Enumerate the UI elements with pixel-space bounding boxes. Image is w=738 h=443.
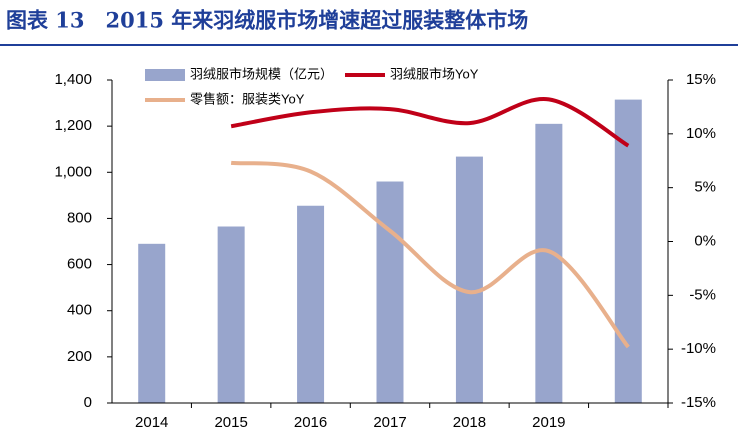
y-tick-label: 0 xyxy=(84,394,92,411)
legend-label: 零售额：服装类YoY xyxy=(190,91,305,106)
bar xyxy=(138,243,166,403)
y-tick-label: 800 xyxy=(67,209,92,226)
y-tick-label: 600 xyxy=(67,256,92,273)
y-tick-label: 200 xyxy=(67,348,92,365)
y2-tick-label: 0% xyxy=(694,232,716,249)
y-tick-label: 400 xyxy=(67,302,92,319)
legend-label: 羽绒服市场YoY xyxy=(390,66,479,81)
x-tick-label: 2018 xyxy=(453,414,486,431)
bar xyxy=(535,123,563,403)
bar xyxy=(614,99,642,403)
line xyxy=(230,160,630,349)
y2-tick-label: 10% xyxy=(686,125,716,142)
x-tick-label: 2016 xyxy=(294,414,327,431)
bar xyxy=(455,156,483,403)
x-tick-label: 2017 xyxy=(373,414,406,431)
x-tick-label: 2014 xyxy=(135,414,168,431)
y2-tick-label: 15% xyxy=(686,71,716,88)
bar xyxy=(376,181,404,403)
y-tick-label: 1,200 xyxy=(54,117,92,134)
y-tick-label: 1,400 xyxy=(54,71,92,88)
line xyxy=(230,97,630,148)
x-tick-label: 2015 xyxy=(214,414,247,431)
y2-tick-label: -15% xyxy=(681,394,716,411)
legend-swatch xyxy=(145,69,185,81)
y-tick-label: 1,000 xyxy=(54,163,92,180)
bar xyxy=(217,226,245,403)
bar xyxy=(297,205,325,403)
y2-tick-label: -10% xyxy=(681,340,716,357)
x-tick-label: 2019 xyxy=(532,414,565,431)
chart-title: 图表 13 2015 年来羽绒服市场增速超过服装整体市场 xyxy=(6,8,528,33)
y2-tick-label: -5% xyxy=(689,286,716,303)
y2-tick-label: 5% xyxy=(694,179,716,196)
legend-label: 羽绒服市场规模（亿元） xyxy=(190,66,333,81)
